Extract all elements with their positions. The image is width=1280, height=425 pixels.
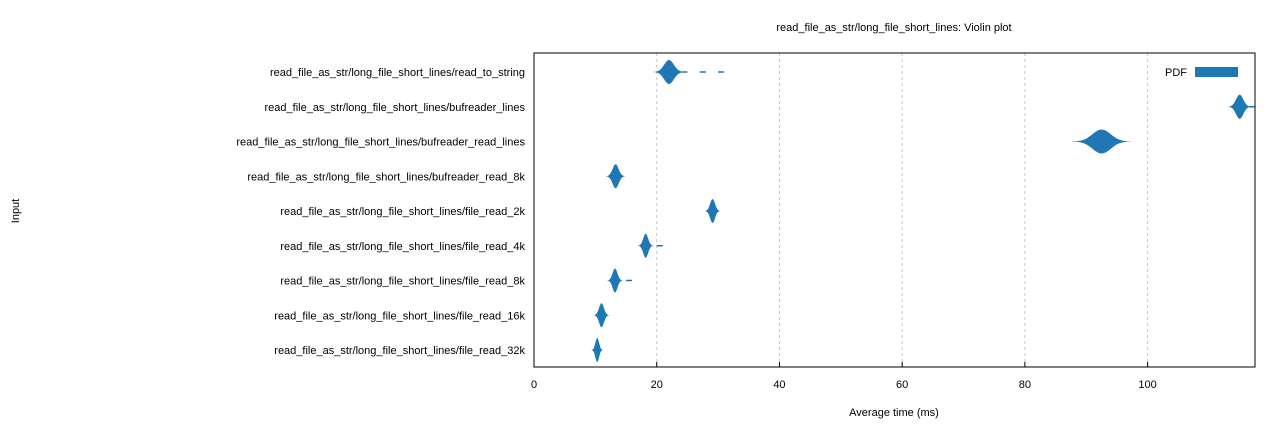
y-tick-labels: read_file_as_str/long_file_short_lines/r… [236, 67, 525, 357]
violin-body [605, 164, 626, 189]
violin-body [704, 199, 721, 223]
violin [1072, 129, 1131, 154]
y-tick-label: read_file_as_str/long_file_short_lines/f… [280, 206, 525, 218]
violin [591, 338, 604, 362]
x-ticks: 0 20 40 60 80 100 [531, 362, 1157, 391]
violin [607, 268, 633, 293]
x-tick-label: 40 [773, 379, 785, 391]
y-tick-label: read_file_as_str/long_file_short_lines/r… [270, 67, 525, 79]
violin [1227, 94, 1255, 119]
violin-body [591, 338, 604, 362]
x-axis-label: Average time (ms) [849, 407, 939, 419]
y-tick-label: read_file_as_str/long_file_short_lines/f… [274, 310, 525, 322]
plot-frame [533, 52, 1256, 368]
y-tick-label: read_file_as_str/long_file_short_lines/b… [247, 171, 525, 183]
legend-label: PDF [1165, 67, 1187, 79]
y-tick-label: read_file_as_str/long_file_short_lines/b… [236, 137, 525, 149]
legend-swatch [1195, 67, 1238, 77]
y-axis-label: Input [10, 199, 22, 223]
x-tick-label: 0 [531, 379, 537, 391]
y-tick-label: read_file_as_str/long_file_short_lines/f… [280, 241, 525, 253]
violin-body [593, 303, 610, 328]
chart-title: read_file_as_str/long_file_short_lines: … [776, 22, 1011, 34]
violins [591, 60, 1255, 362]
violin-body [1072, 129, 1131, 154]
y-tick-label: read_file_as_str/long_file_short_lines/f… [280, 276, 525, 288]
violin-body [1227, 94, 1252, 119]
violin [593, 303, 610, 328]
x-tick-label: 20 [651, 379, 663, 391]
y-tick-label: read_file_as_str/long_file_short_lines/f… [274, 345, 525, 357]
violin [637, 233, 663, 258]
violin [605, 164, 626, 189]
violin-body [607, 268, 623, 293]
x-tick-label: 80 [1019, 379, 1031, 391]
legend: PDF [1165, 67, 1238, 79]
violin [704, 199, 721, 223]
y-tick-label: read_file_as_str/long_file_short_lines/b… [265, 102, 526, 114]
x-tick-label: 100 [1138, 379, 1156, 391]
violin-body [637, 233, 654, 258]
violin [653, 60, 725, 84]
violin-body [653, 60, 685, 84]
grid-lines [656, 53, 1149, 367]
x-tick-label: 60 [896, 379, 908, 391]
